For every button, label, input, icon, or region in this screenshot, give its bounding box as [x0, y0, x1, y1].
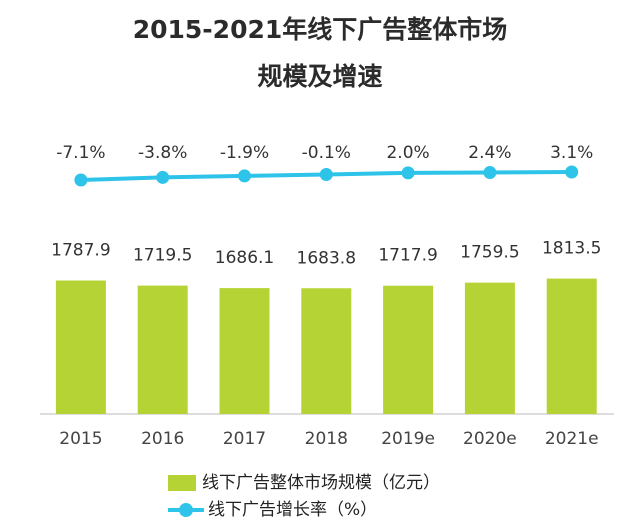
bar-value-label-2020e: 1759.5 — [460, 243, 519, 263]
growth-rate-label-2019e: 2.0% — [386, 143, 429, 163]
bar-2018 — [301, 288, 352, 414]
growth-rate-label-2018: -0.1% — [302, 143, 351, 163]
bar-2020e — [464, 282, 515, 414]
growth-point-2019e — [401, 166, 415, 180]
bar-value-label-2019e: 1717.9 — [378, 246, 437, 266]
growth-rate-label-2017: -1.9% — [220, 143, 269, 163]
growth-point-2017 — [238, 169, 251, 183]
growth-point-2015 — [74, 173, 88, 187]
x-tick-label-2015: 2015 — [59, 429, 102, 449]
x-tick-label-2020e: 2020e — [463, 429, 517, 449]
x-tick-label-2017: 2017 — [223, 429, 266, 449]
bar-2017 — [219, 288, 270, 414]
growth-rate-label-2020e: 2.4% — [468, 143, 511, 163]
bar-value-label-2015: 1787.9 — [51, 241, 110, 261]
chart-title-line1: 2015-2021年线下广告整体市场 — [132, 15, 508, 44]
x-tick-label-2021e: 2021e — [545, 429, 599, 449]
legend-line-swatch — [168, 502, 204, 518]
bar-value-label-2016: 1719.5 — [133, 246, 192, 266]
legend-item-market-size: 线下广告整体市场规模（亿元） — [168, 468, 440, 493]
growth-rate-label-2021e: 3.1% — [550, 143, 593, 163]
growth-rate-label-2015: -7.1% — [56, 143, 105, 163]
x-tick-label-2016: 2016 — [141, 429, 184, 449]
bar-2021e — [546, 278, 597, 414]
growth-point-2020e — [483, 166, 497, 180]
bar-2016 — [137, 285, 188, 414]
bar-value-label-2021e: 1813.5 — [542, 239, 601, 259]
x-tick-label-2018: 2018 — [305, 429, 348, 449]
bar-value-label-2018: 1683.8 — [297, 248, 356, 268]
legend-label-market-size: 线下广告整体市场规模（亿元） — [202, 473, 440, 493]
legend-label-growth-rate: 线下广告增长率（%） — [208, 500, 378, 520]
bar-value-label-2017: 1686.1 — [215, 248, 274, 268]
growth-rate-label-2016: -3.8% — [138, 143, 187, 163]
legend-item-growth-rate: 线下广告增长率（%） — [168, 495, 377, 520]
growth-point-2018 — [319, 168, 333, 182]
growth-point-2021e — [565, 165, 579, 179]
bar-2019e — [383, 285, 434, 414]
growth-point-2016 — [156, 170, 170, 184]
x-tick-label-2019e: 2019e — [381, 429, 435, 449]
bar-2015 — [55, 280, 106, 414]
legend-bar-swatch — [168, 475, 196, 491]
chart-title-line2: 规模及增速 — [257, 62, 383, 91]
